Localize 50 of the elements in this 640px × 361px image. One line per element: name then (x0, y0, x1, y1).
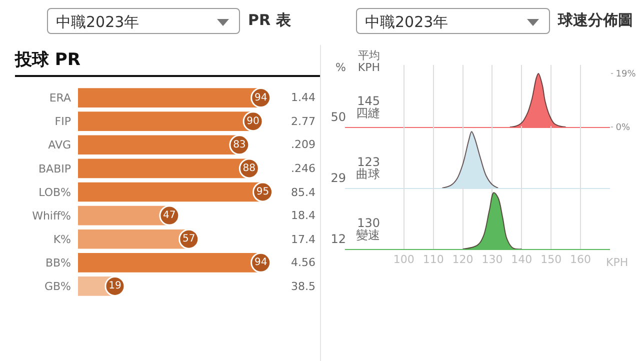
x-tick-label: 130 (482, 253, 503, 266)
x-tick-label: 100 (393, 253, 414, 266)
data-label: 57 (182, 234, 196, 245)
y-tick-label: GB% (44, 280, 71, 294)
annotation: 50 (330, 110, 346, 124)
annotation: 平均 KPH (356, 49, 380, 74)
x-tick-label: 110 (422, 253, 444, 266)
data-label: 90 (246, 116, 260, 127)
text: .246 (291, 162, 316, 175)
x-tick-label: 150 (540, 253, 562, 266)
text: 1.44 (291, 91, 316, 104)
data-label: 47 (163, 210, 176, 222)
text: 中職2023年 (47, 8, 240, 34)
annotation: % (334, 61, 346, 74)
chart-title: 球速分佈圖 (558, 11, 633, 30)
text: PR 表 (248, 11, 291, 30)
chart-title: 投球 PR (15, 48, 320, 77)
x-tick-label: 120 (452, 253, 474, 266)
text: 2.77 (291, 115, 316, 128)
y-tick-label: BB% (45, 256, 71, 270)
text: 中職2023年 (356, 8, 550, 34)
text: 17.4 (291, 233, 316, 246)
x-axis-title: KPH (606, 256, 628, 269)
y-tick-label: K% (53, 232, 71, 246)
y-tick-label: ERA (49, 92, 72, 105)
data-label: 83 (233, 139, 246, 150)
data-label: 95 (256, 186, 270, 198)
y-tick-label: Whiff% (32, 209, 71, 222)
y-tick-label: 19% (616, 70, 636, 80)
text: 85.4 (291, 186, 316, 199)
x-tick-label: 160 (570, 253, 592, 266)
data-label: 94 (254, 92, 268, 104)
text: 四縫 (355, 106, 380, 120)
text: 38.5 (291, 280, 316, 293)
annotation: 12 (330, 232, 346, 246)
text: 18.4 (291, 209, 316, 222)
y-tick-label: 0% (616, 123, 631, 134)
text: .209 (291, 138, 316, 151)
data-label: 94 (254, 257, 268, 268)
y-tick-label: AVG (48, 138, 71, 152)
x-tick-label: 140 (511, 253, 532, 266)
text: 曲球 (355, 167, 380, 181)
text: 4.56 (291, 256, 316, 269)
text: 變速 (355, 228, 380, 242)
y-tick-label: LOB% (38, 186, 71, 199)
data-label: 88 (242, 162, 256, 174)
annotation: 29 (330, 171, 346, 185)
y-tick-label: FIP (54, 115, 72, 128)
data-label: 19 (108, 280, 122, 292)
y-tick-label: BABIP (38, 162, 72, 176)
